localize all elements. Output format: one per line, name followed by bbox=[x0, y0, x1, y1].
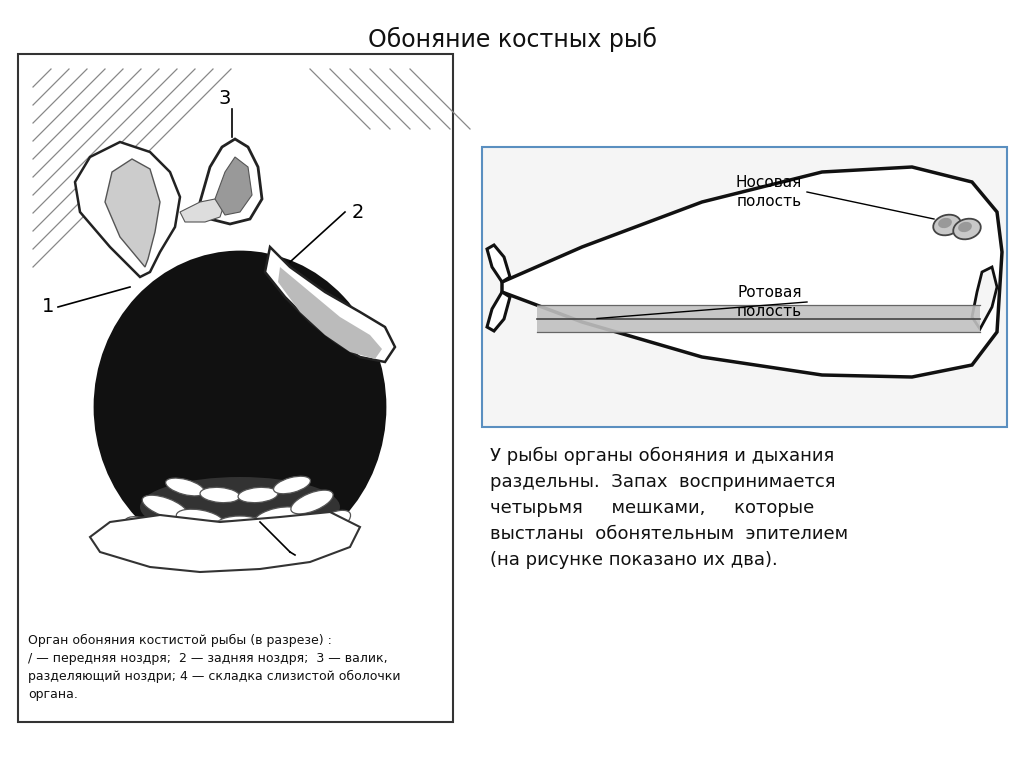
Bar bbox=[537, 305, 980, 332]
Ellipse shape bbox=[166, 478, 205, 496]
Ellipse shape bbox=[142, 495, 187, 518]
Ellipse shape bbox=[291, 490, 333, 514]
Ellipse shape bbox=[95, 252, 385, 562]
Polygon shape bbox=[265, 247, 395, 362]
Ellipse shape bbox=[216, 516, 264, 534]
Ellipse shape bbox=[125, 517, 175, 548]
Text: четырьмя     мешками,     которые: четырьмя мешками, которые bbox=[490, 499, 814, 517]
Text: Носовая
полость: Носовая полость bbox=[736, 175, 802, 209]
Polygon shape bbox=[75, 142, 180, 277]
Text: 3: 3 bbox=[219, 90, 231, 108]
Ellipse shape bbox=[271, 528, 325, 555]
Polygon shape bbox=[105, 159, 160, 267]
Ellipse shape bbox=[953, 219, 981, 239]
Polygon shape bbox=[278, 267, 382, 359]
Ellipse shape bbox=[195, 544, 250, 566]
Ellipse shape bbox=[159, 534, 212, 560]
Text: (на рисунке показано их два).: (на рисунке показано их два). bbox=[490, 551, 778, 569]
Polygon shape bbox=[200, 139, 262, 224]
Ellipse shape bbox=[933, 215, 961, 235]
Ellipse shape bbox=[273, 476, 310, 494]
Polygon shape bbox=[180, 199, 225, 222]
Text: 1: 1 bbox=[42, 298, 54, 317]
Polygon shape bbox=[215, 157, 252, 215]
Ellipse shape bbox=[232, 541, 288, 564]
Ellipse shape bbox=[958, 222, 972, 232]
Polygon shape bbox=[90, 512, 360, 572]
Text: раздельны.  Запах  воспринимается: раздельны. Запах воспринимается bbox=[490, 473, 836, 491]
Ellipse shape bbox=[140, 477, 340, 537]
Ellipse shape bbox=[938, 218, 952, 228]
Ellipse shape bbox=[305, 510, 350, 540]
Bar bbox=[482, 147, 1007, 427]
Text: Обоняние костных рыб: Обоняние костных рыб bbox=[368, 26, 656, 51]
Text: У рыбы органы обоняния и дыхания: У рыбы органы обоняния и дыхания bbox=[490, 447, 835, 466]
Text: выстланы  обонятельным  эпителием: выстланы обонятельным эпителием bbox=[490, 525, 848, 543]
Ellipse shape bbox=[176, 509, 223, 528]
Ellipse shape bbox=[238, 487, 278, 502]
Text: Ротовая
полость: Ротовая полость bbox=[737, 285, 802, 319]
Bar bbox=[18, 54, 453, 722]
Ellipse shape bbox=[200, 487, 240, 502]
Polygon shape bbox=[487, 292, 510, 331]
Text: Орган обоняния костистой рыбы (в разрезе) :
/ — передняя ноздря;  2 — задняя ноз: Орган обоняния костистой рыбы (в разрезе… bbox=[28, 634, 400, 701]
Ellipse shape bbox=[254, 507, 301, 527]
Polygon shape bbox=[487, 245, 510, 282]
Polygon shape bbox=[972, 267, 997, 329]
Polygon shape bbox=[502, 167, 1002, 377]
Text: 2: 2 bbox=[352, 202, 365, 222]
